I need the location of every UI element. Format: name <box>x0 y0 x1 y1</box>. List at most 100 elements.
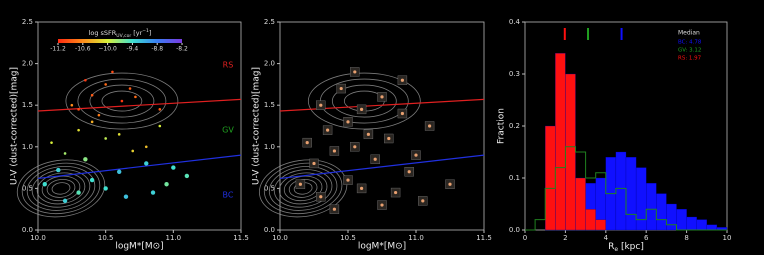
colorbar-tick-label: -8.2 <box>176 46 188 53</box>
histogram-bar <box>635 167 647 231</box>
galaxy-thumbnail <box>319 195 323 199</box>
histogram-bar <box>615 151 627 231</box>
galaxy-thumbnail <box>400 78 404 82</box>
histogram-bar <box>696 219 707 231</box>
median-label: GV: 3.12 <box>678 48 701 54</box>
colorbar-tick-label: -9.4 <box>127 46 139 53</box>
histogram-bar <box>666 203 677 231</box>
galaxy-thumbnail <box>360 107 364 111</box>
x-axis-label-part: e <box>614 246 618 253</box>
contour <box>16 159 106 218</box>
contour <box>319 78 409 124</box>
y-tick-label: 2.0 <box>264 60 275 68</box>
contour <box>89 84 155 118</box>
galaxy-thumbnail <box>414 153 418 157</box>
median-label: BC: 4.78 <box>678 40 702 46</box>
colorbar-tick-label: -8.8 <box>151 46 163 53</box>
galaxy-point <box>104 137 107 140</box>
x-tick-label: 10.0 <box>272 234 288 242</box>
contour <box>51 182 71 195</box>
y-tick-label: 0.2 <box>509 122 520 130</box>
y-tick-label: 0.0 <box>22 226 33 234</box>
boundary-line <box>37 98 242 112</box>
colorbar-label-part: −1 <box>142 28 149 34</box>
galaxy-thumbnail <box>326 128 330 132</box>
histogram-step <box>525 146 727 231</box>
galaxy-point <box>104 83 107 86</box>
galaxy-point <box>83 157 88 162</box>
galaxy-thumbnail <box>428 124 432 128</box>
region-label: BC <box>223 191 234 200</box>
galaxy-thumbnail <box>353 145 357 149</box>
contour <box>36 172 86 205</box>
x-axis-label: logM*[M⊙] <box>115 242 163 252</box>
contour <box>21 162 101 215</box>
y-tick-label: 1.0 <box>22 143 33 151</box>
contour <box>331 84 397 118</box>
galaxy-point <box>56 167 61 173</box>
galaxy-thumbnail <box>353 70 357 74</box>
galaxy-point <box>158 108 162 111</box>
galaxy-point <box>111 70 114 74</box>
x-tick-label: 10.0 <box>30 234 46 242</box>
colorbar-tick-label: -11.2 <box>50 46 66 53</box>
region-label: GV <box>222 126 234 135</box>
galaxy-thumbnail <box>380 95 384 99</box>
galaxy-point <box>164 182 169 187</box>
galaxy-point <box>63 152 67 155</box>
x-tick-label: 10.5 <box>340 234 356 242</box>
galaxy-thumbnail <box>346 178 350 182</box>
galaxy-point <box>144 145 148 149</box>
galaxy-thumbnail <box>373 157 377 161</box>
galaxy-point <box>90 93 94 97</box>
galaxy-point <box>84 78 87 82</box>
y-tick-label: 0.3 <box>509 70 520 78</box>
histogram-bar <box>545 125 556 231</box>
contour <box>77 78 167 124</box>
x-tick-label: 8 <box>684 234 688 242</box>
galaxy-point <box>120 99 124 103</box>
x-tick-label: 11.0 <box>166 234 182 242</box>
galaxy-point <box>76 190 81 195</box>
x-tick-label: 11.5 <box>476 234 492 242</box>
galaxy-thumbnail <box>360 186 364 190</box>
galaxy-thumbnail <box>346 120 350 124</box>
galaxy-point <box>144 161 149 166</box>
galaxy-point <box>97 113 101 117</box>
y-tick-label: 0.4 <box>509 18 521 26</box>
y-tick-label: 0.0 <box>264 226 275 234</box>
galaxy-point <box>123 194 129 199</box>
galaxy-thumbnail <box>448 182 452 186</box>
colorbar-tick-label: −10.0 <box>98 46 117 53</box>
x-tick-label: 10 <box>723 234 732 242</box>
galaxy-point <box>184 173 190 179</box>
galaxy-point <box>62 198 68 204</box>
median-label: RS: 1.97 <box>678 56 702 62</box>
galaxy-thumbnail <box>332 207 336 211</box>
galaxy-point <box>158 124 162 128</box>
colorbar-label-part: UV,cor <box>116 33 131 39</box>
histogram-bar <box>595 219 606 231</box>
y-axis-label: Fraction <box>497 108 507 144</box>
y-tick-label: 0.1 <box>509 174 520 182</box>
y-tick-label: 1.5 <box>264 101 275 109</box>
colorbar-label-part: [yr <box>133 29 142 37</box>
galaxy-thumbnail <box>305 141 309 145</box>
galaxy-thumbnail <box>319 103 323 107</box>
contour <box>278 172 328 205</box>
x-axis-label-part: [kpc] <box>618 242 644 252</box>
galaxy-thumbnail <box>400 111 404 116</box>
galaxy-point <box>90 120 94 124</box>
x-tick-label: 4 <box>604 234 609 242</box>
y-tick-label: 2.0 <box>22 60 33 68</box>
x-tick-label: 11.0 <box>408 234 424 242</box>
galaxy-point <box>70 103 74 107</box>
galaxy-thumbnail <box>380 203 384 207</box>
contour <box>268 165 338 211</box>
histogram-bar <box>646 183 657 231</box>
x-tick-label: 0 <box>523 234 527 242</box>
galaxy-point <box>77 128 80 132</box>
contour <box>273 169 333 208</box>
galaxy-thumbnail <box>366 132 370 136</box>
boundary-line <box>279 98 485 112</box>
